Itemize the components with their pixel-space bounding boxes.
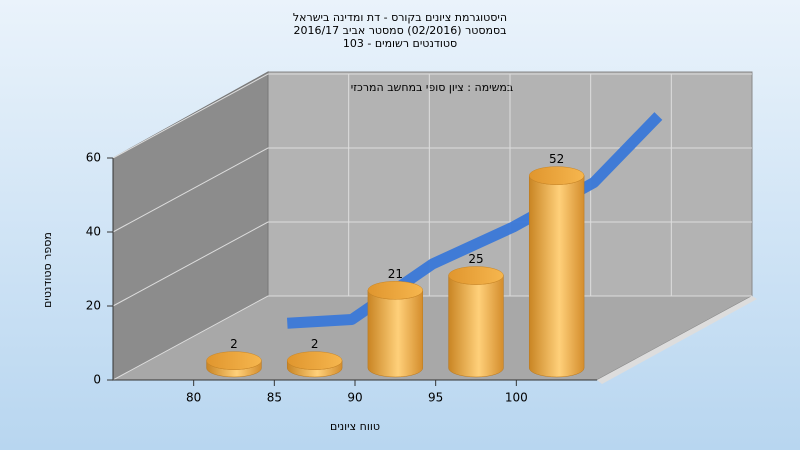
x-tick-label: 95 [428, 391, 443, 405]
bar [448, 275, 504, 378]
value-label: 2 [230, 337, 238, 351]
bar-top [528, 166, 585, 185]
value-label: 2 [311, 337, 319, 351]
value-label: 25 [468, 252, 483, 266]
x-axis-label: טווח ציונים [330, 420, 380, 433]
floor-edge [597, 296, 757, 384]
chart-title: היסטוגרמת ציונים בקורס - דת ומדינה בישרא… [293, 11, 507, 24]
chart-title: סטודנטים רשומים - 103 [343, 37, 457, 50]
bar-top [367, 281, 424, 300]
y-tick-label: 60 [86, 151, 101, 165]
bar [528, 175, 585, 378]
bar-top [448, 266, 504, 285]
line-ribbon [286, 112, 663, 329]
y-tick-label: 0 [93, 373, 101, 387]
bar [367, 290, 424, 378]
y-tick-label: 40 [86, 225, 101, 239]
annotation: במשימה : ציון סופי במחשב המרכזי [351, 81, 514, 94]
x-tick-label: 90 [347, 391, 362, 405]
y-axis-label: מספר סטודנטים [41, 232, 54, 308]
x-tick-label: 80 [186, 391, 201, 405]
value-label: 21 [388, 267, 403, 281]
x-tick-label: 100 [505, 391, 528, 405]
y-tick-label: 20 [86, 299, 101, 313]
chart-title: בסמסטר (02/2016) סמסטר אביב 2016/17 [293, 24, 506, 37]
value-label: 52 [549, 152, 564, 166]
x-tick-label: 85 [267, 391, 282, 405]
bar-top [286, 351, 343, 370]
bar-top [206, 351, 262, 370]
